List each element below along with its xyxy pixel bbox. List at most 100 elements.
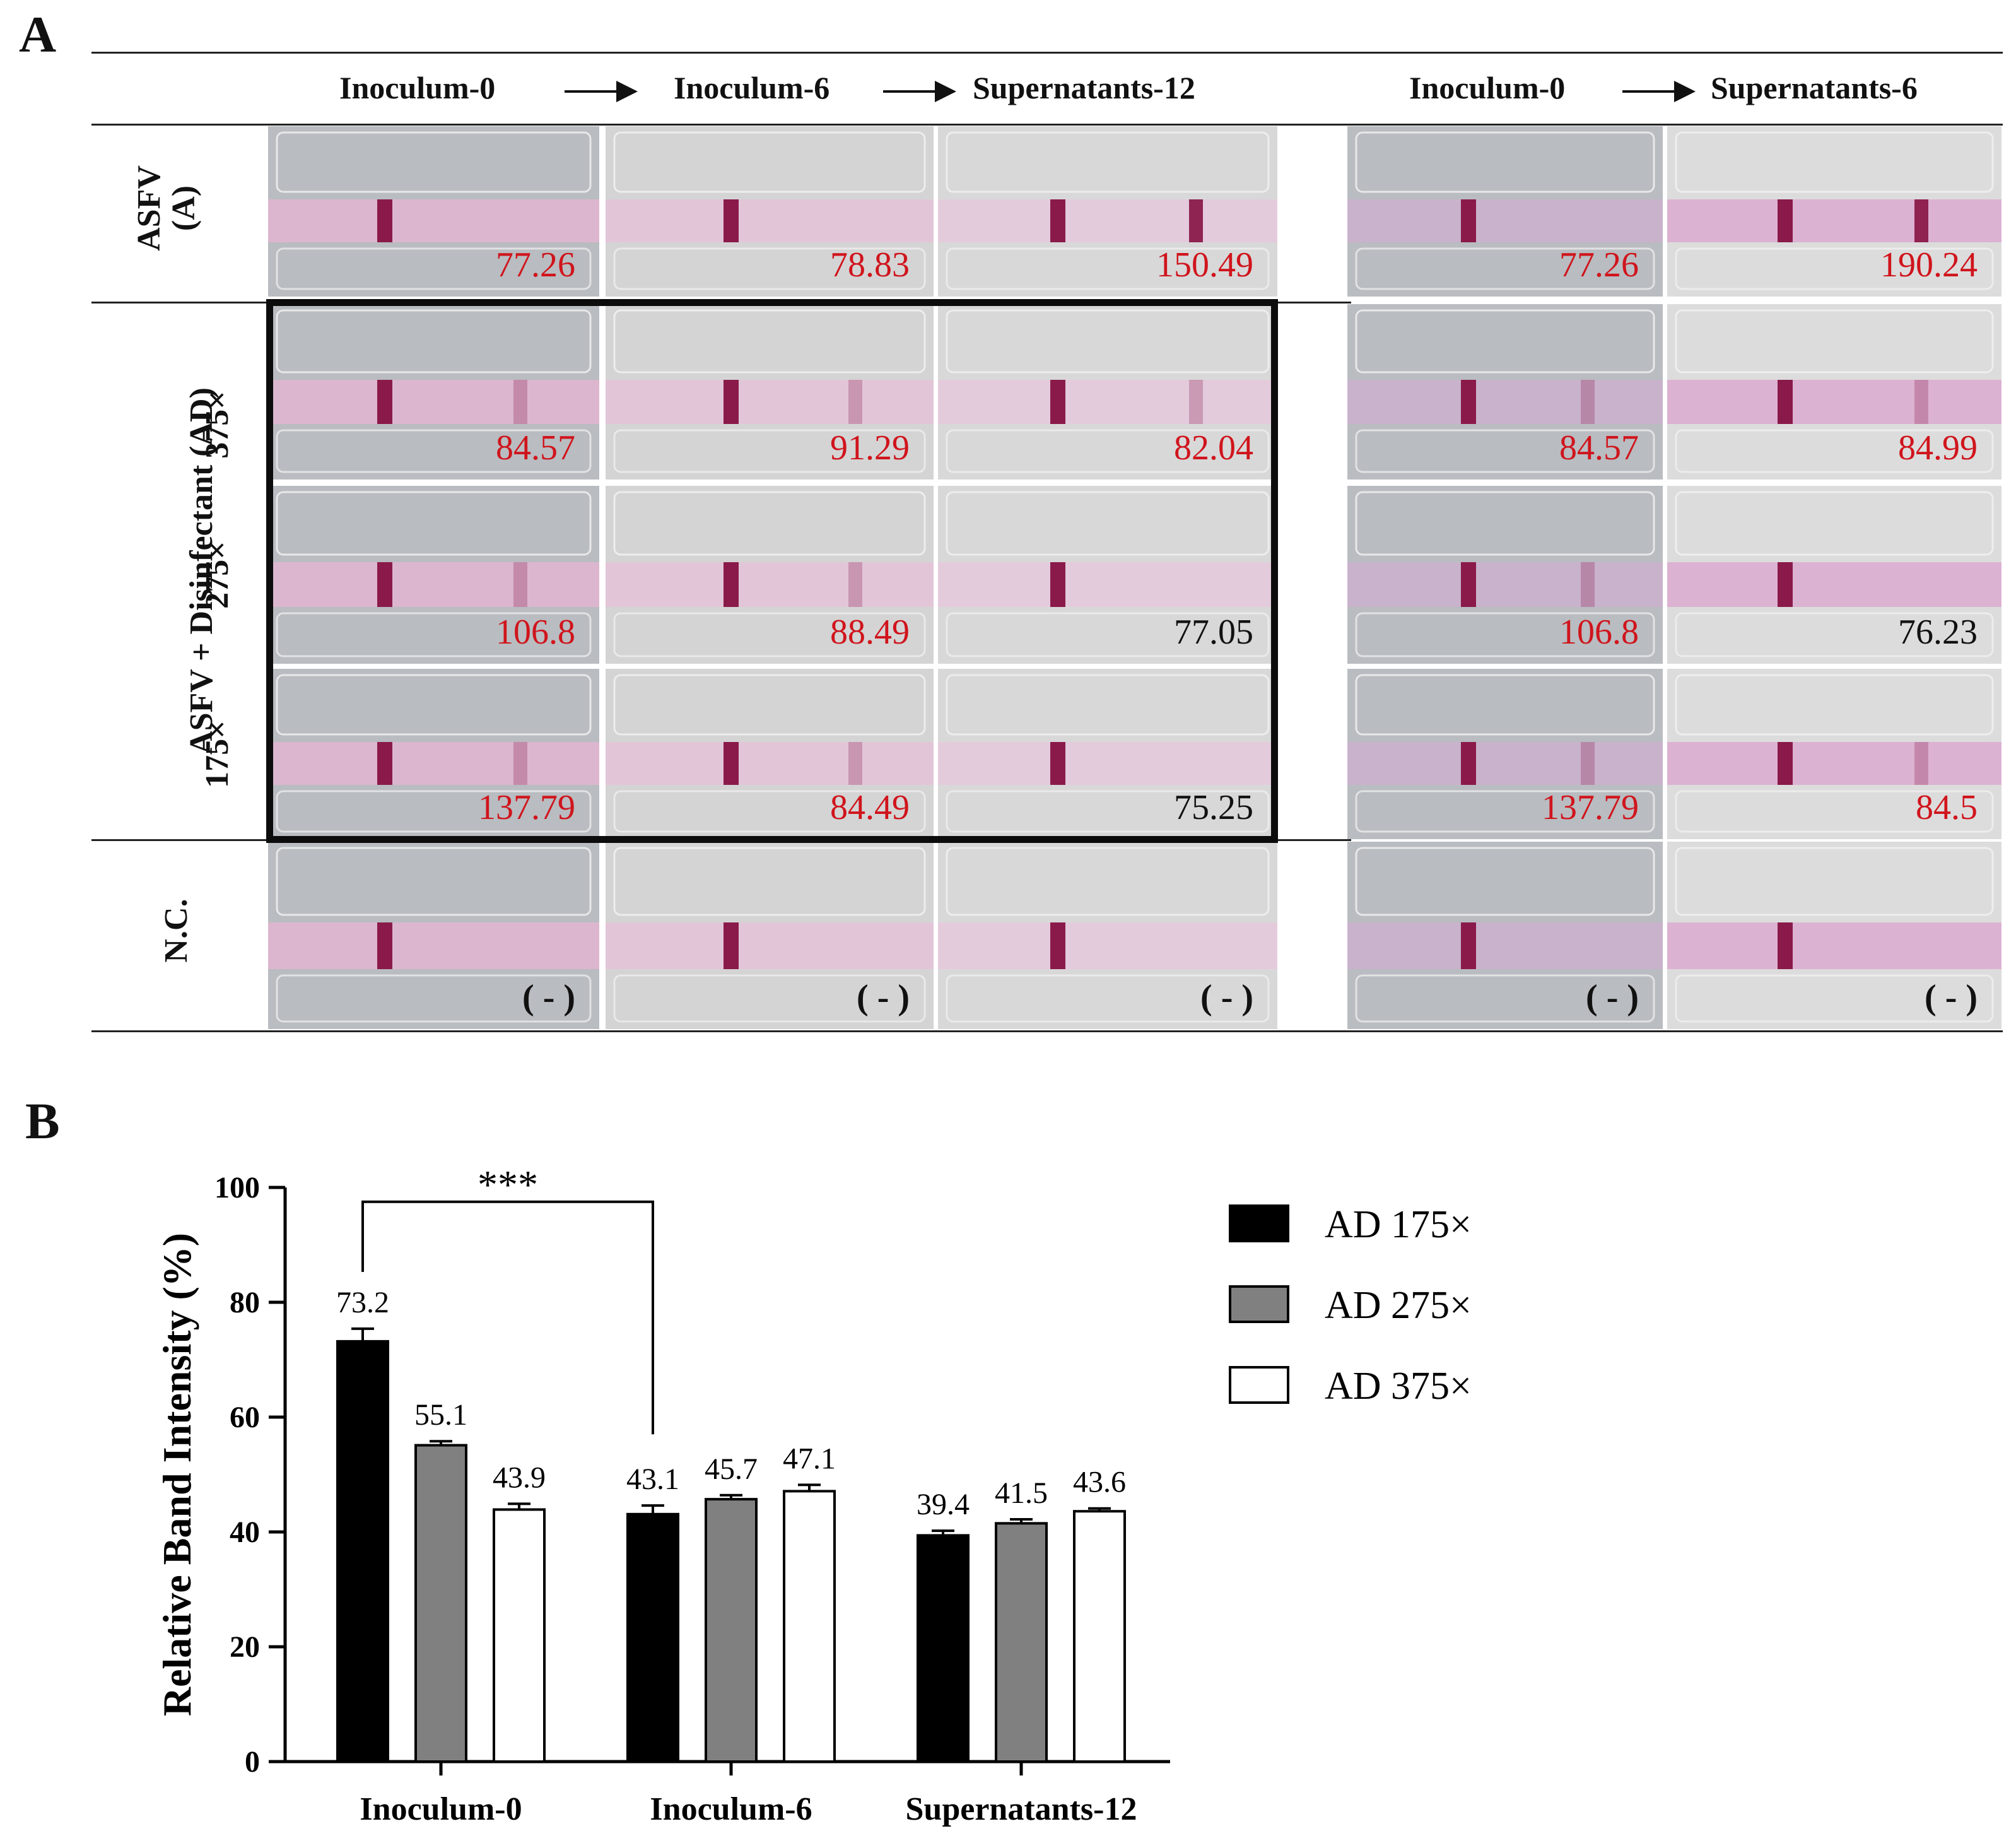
band-intensity-value: 78.83 (830, 245, 910, 285)
strip-photo-cell: 84.57 (268, 304, 599, 480)
bar-value-label: 47.1 (783, 1442, 836, 1475)
bar (705, 1498, 758, 1763)
band-intensity-value: 137.79 (1542, 788, 1639, 827)
legend-label: AD 175× (1325, 1203, 1472, 1246)
strip-photo-cell: 190.24 (1667, 126, 2001, 297)
strip-photo-cell: 84.57 (1347, 304, 1663, 480)
band-intensity-value: 84.57 (1559, 428, 1639, 468)
bar-value-label: 45.7 (705, 1452, 758, 1486)
strip-photo-cell: 137.79 (268, 669, 599, 839)
test-strip-icon (1347, 486, 1663, 664)
test-strip-icon (1347, 842, 1663, 1029)
legend-label: AD 375× (1325, 1365, 1472, 1408)
nc-rule (91, 839, 268, 841)
band-intensity-value: 106.8 (496, 613, 575, 652)
legend-swatch (1229, 1285, 1289, 1323)
bar (493, 1508, 546, 1763)
bar-value-label: 55.1 (414, 1398, 467, 1432)
bar-value-label: 43.9 (493, 1461, 546, 1494)
strip-photo-cell: ( - ) (1667, 842, 2001, 1029)
test-strip-icon (268, 304, 599, 480)
strip-photo-cell: 84.99 (1667, 304, 2001, 480)
strip-photo-cell: ( - ) (1347, 842, 1663, 1029)
test-strip-icon (606, 842, 934, 1029)
test-strip-icon (268, 842, 599, 1029)
y-tick-label: 100 (214, 1171, 260, 1204)
row-label-275: 275× (199, 541, 235, 609)
row-label-asfv-line1: ASFV (131, 165, 168, 251)
band-intensity-value: 190.24 (1880, 245, 1978, 285)
test-strip-icon (938, 486, 1277, 664)
strip-photo-cell: ( - ) (938, 842, 1277, 1029)
strip-photo-cell: 84.5 (1667, 669, 2001, 839)
band-intensity-value: 77.05 (1174, 613, 1253, 652)
strip-photo-cell: 84.49 (606, 669, 934, 839)
significance-stars: *** (478, 1162, 538, 1207)
strip-photo-cell: 75.25 (938, 669, 1277, 839)
test-strip-icon (606, 304, 934, 480)
test-strip-icon (1667, 669, 2001, 839)
strip-photo-cell: 82.04 (938, 304, 1277, 480)
band-intensity-value: 84.5 (1916, 788, 1978, 827)
y-tick-label: 80 (230, 1286, 260, 1319)
test-strip-icon (938, 126, 1277, 297)
band-intensity-value: ( - ) (1925, 978, 1978, 1017)
strip-photo-cell: 106.8 (1347, 486, 1663, 664)
test-strip-icon (606, 486, 934, 664)
test-strip-icon (268, 126, 599, 297)
band-intensity-value: 77.26 (496, 245, 575, 285)
arrow-icon (565, 81, 638, 102)
significance-bracket (361, 1200, 654, 1435)
bar-chart: 0 20 40 60 80 100 Relative Band Intensity (%) 7… (0, 1123, 2016, 1840)
test-strip-icon (1667, 486, 2001, 664)
arrow-icon (1622, 81, 1696, 102)
band-intensity-value: ( - ) (1200, 978, 1253, 1017)
bar (626, 1512, 679, 1763)
band-intensity-value: 137.79 (478, 788, 575, 827)
band-intensity-value: ( - ) (857, 978, 910, 1017)
test-strip-icon (1347, 304, 1663, 480)
panel-a-top-rule (91, 52, 2003, 54)
strip-photo-cell: 150.49 (938, 126, 1277, 297)
bar-value-label: 41.5 (995, 1476, 1048, 1510)
test-strip-icon (268, 669, 599, 839)
x-tick-label: Supernatants-12 (906, 1791, 1137, 1827)
row-label-nc: N.C. (158, 898, 194, 963)
panel-b-letter: B (25, 1092, 60, 1150)
band-intensity-value: 106.8 (1559, 613, 1639, 652)
bar (917, 1534, 970, 1764)
test-strip-icon (1667, 126, 2001, 297)
bar (414, 1444, 467, 1763)
band-intensity-value: 84.99 (1898, 428, 1978, 468)
strip-photo-cell: 78.83 (606, 126, 934, 297)
header-rule (91, 124, 2003, 126)
strip-photo-cell: 91.29 (606, 304, 934, 480)
test-strip-icon (1347, 669, 1663, 839)
test-strip-icon (1667, 304, 2001, 480)
legend-swatch (1229, 1366, 1289, 1404)
test-strip-icon (1667, 842, 2001, 1029)
strip-photo-cell: 76.23 (1667, 486, 2001, 664)
row-label-asfv: ASFV (A) (117, 136, 218, 281)
y-axis-title: Relative Band Intensity (%) (155, 1233, 199, 1716)
bar-value-label: 43.6 (1073, 1466, 1126, 1499)
y-tick-label: 40 (230, 1516, 260, 1549)
x-tick-label: Inoculum-0 (360, 1791, 522, 1827)
nc-rule-right (1275, 839, 1351, 841)
bar-value-label: 39.4 (917, 1488, 970, 1521)
strip-photo-cell: 77.05 (938, 486, 1277, 664)
strip-photo-cell: 137.79 (1347, 669, 1663, 839)
band-intensity-value: 75.25 (1174, 788, 1253, 827)
strip-photo-cell: 77.26 (1347, 126, 1663, 297)
band-intensity-value: 82.04 (1174, 428, 1253, 468)
test-strip-icon (268, 486, 599, 664)
y-tick-label: 20 (230, 1630, 260, 1664)
band-intensity-value: ( - ) (1586, 978, 1639, 1017)
test-strip-icon (606, 126, 934, 297)
band-intensity-value: 91.29 (830, 428, 910, 468)
asfv-rule-right (1275, 302, 1351, 303)
asfv-rule (91, 302, 268, 303)
y-tick-label: 0 (245, 1745, 260, 1779)
band-intensity-value: ( - ) (522, 978, 575, 1017)
band-intensity-value: 77.26 (1559, 245, 1639, 285)
